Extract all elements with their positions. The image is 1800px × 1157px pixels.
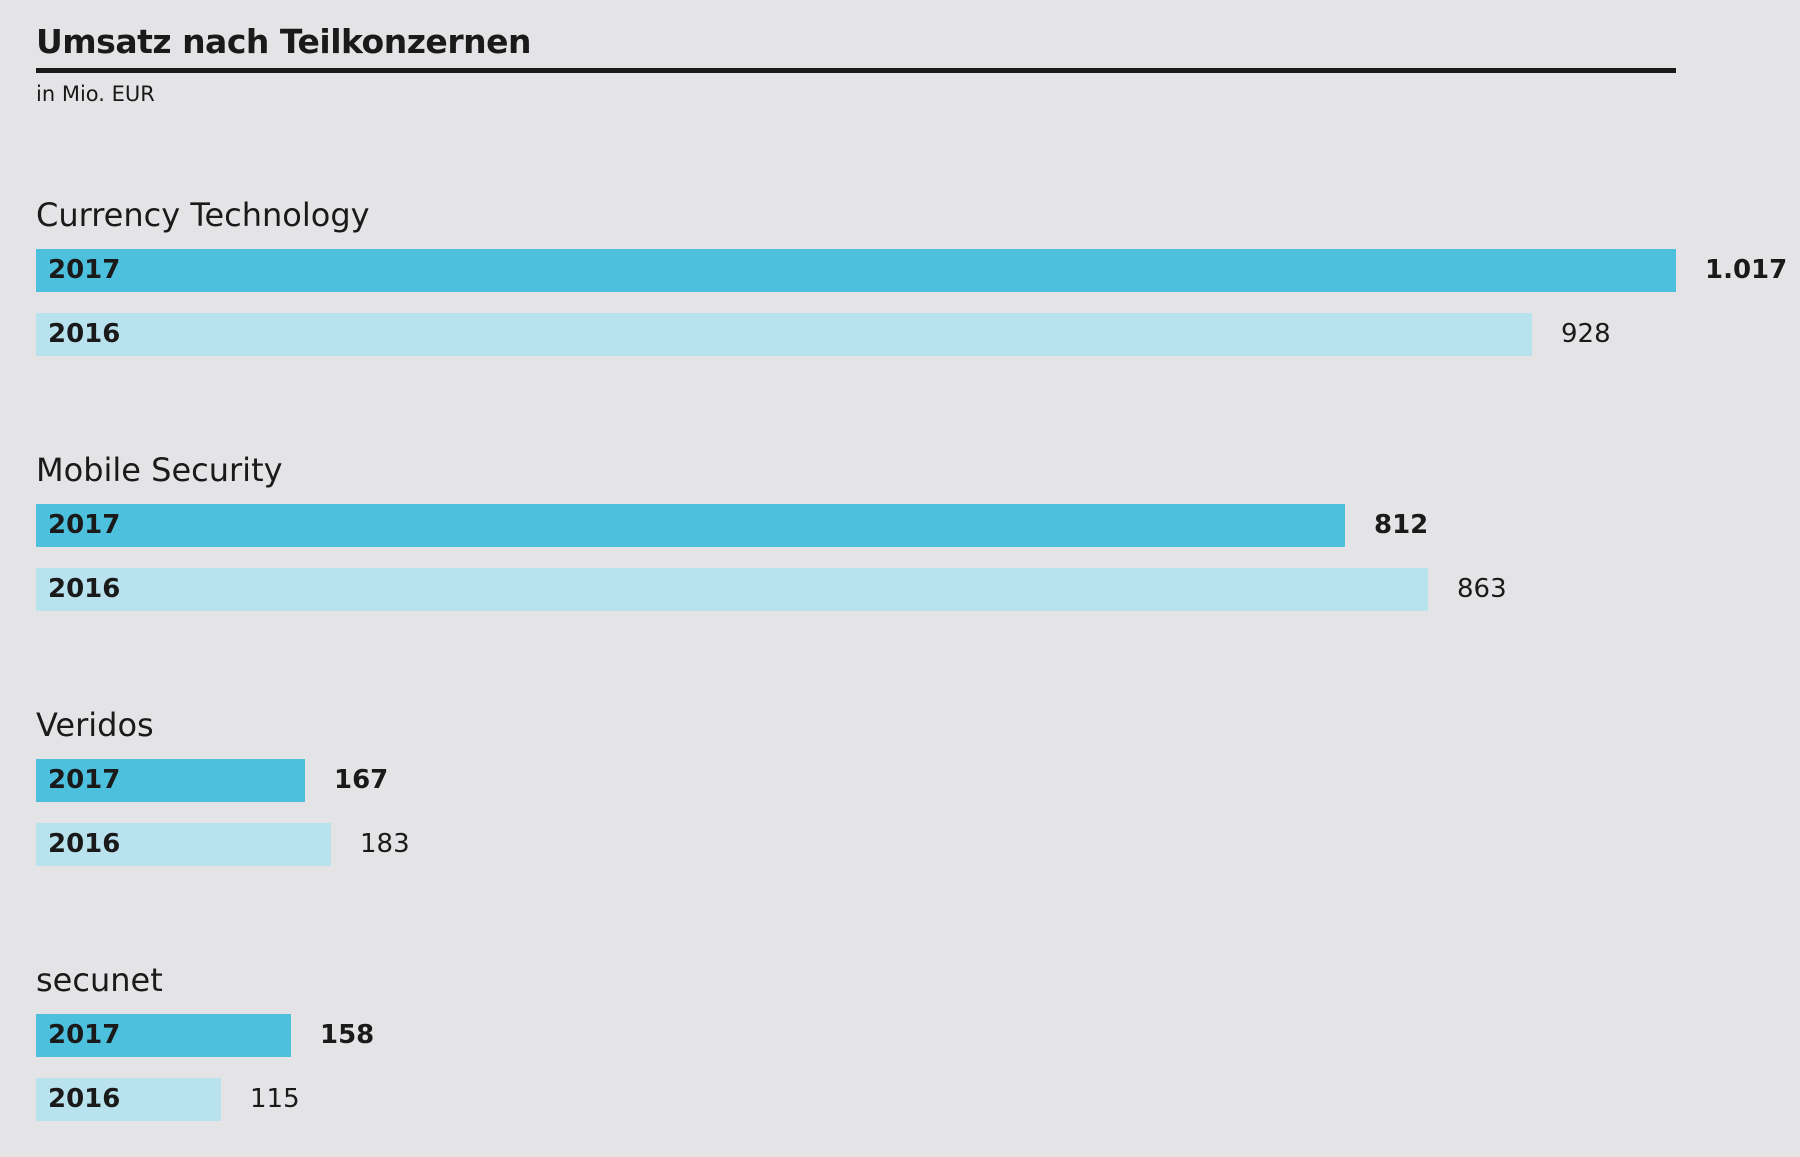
series-label: 2016 [48, 1084, 121, 1114]
bar-2017 [36, 249, 1676, 292]
bar-2017 [36, 1014, 291, 1057]
category-label: Mobile Security [36, 451, 283, 489]
series-label: 2016 [48, 829, 121, 859]
value-label: 183 [360, 829, 410, 859]
value-label: 158 [320, 1020, 375, 1050]
chart-title: Umsatz nach Teilkonzernen [36, 22, 531, 61]
title-rule [36, 68, 1676, 73]
category-label: Veridos [36, 706, 154, 744]
value-label: 115 [250, 1084, 300, 1114]
chart-subtitle: in Mio. EUR [36, 82, 155, 106]
value-label: 812 [1374, 510, 1429, 540]
value-label: 863 [1457, 574, 1507, 604]
series-label: 2016 [48, 319, 121, 349]
series-label: 2017 [48, 510, 121, 540]
series-label: 2017 [48, 255, 121, 285]
bar-2017 [36, 504, 1345, 547]
series-label: 2017 [48, 1020, 121, 1050]
bar-2016 [36, 823, 331, 866]
category-label: Currency Technology [36, 196, 370, 234]
bar-2016 [36, 1078, 221, 1121]
series-label: 2017 [48, 765, 121, 795]
bar-2016 [36, 313, 1532, 356]
bar-2016 [36, 568, 1428, 611]
value-label: 1.017 [1705, 255, 1788, 285]
value-label: 167 [334, 765, 389, 795]
series-label: 2016 [48, 574, 121, 604]
category-label: secunet [36, 961, 163, 999]
bar-2017 [36, 759, 305, 802]
value-label: 928 [1561, 319, 1611, 349]
